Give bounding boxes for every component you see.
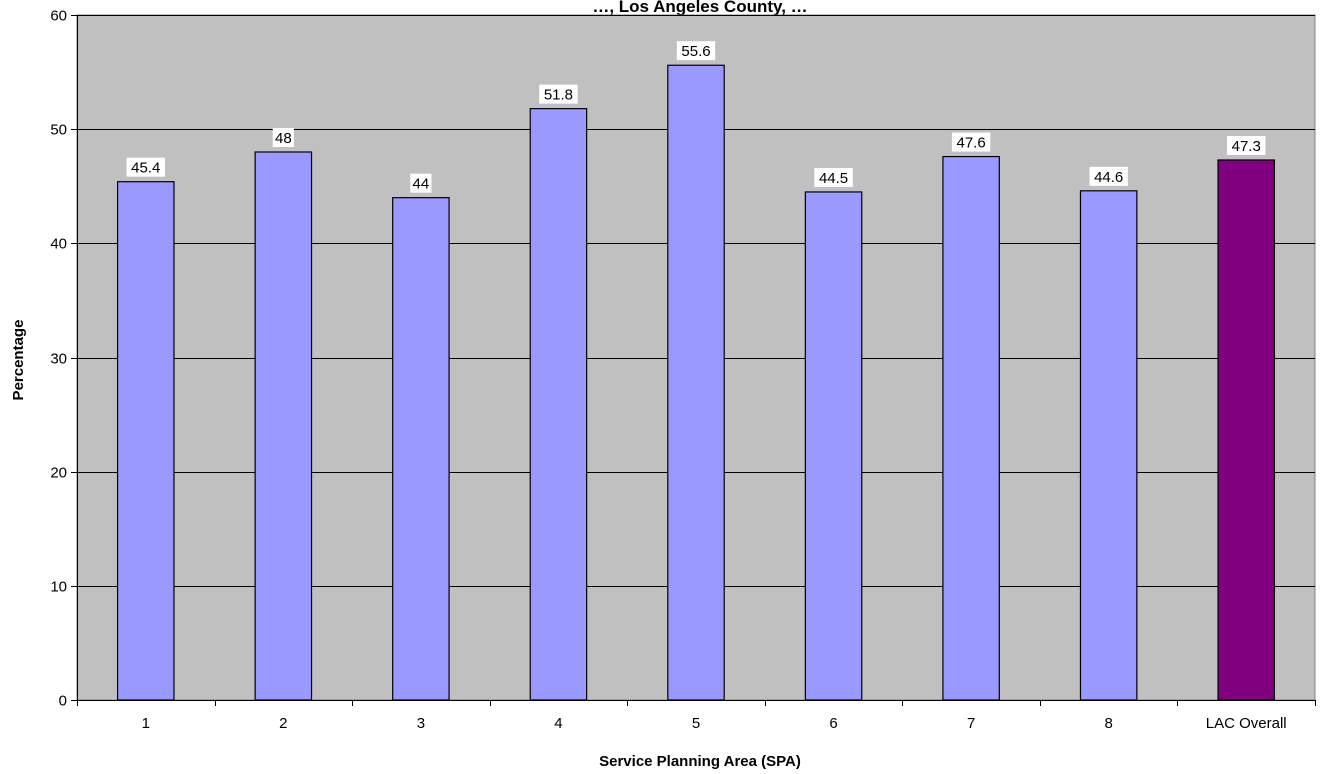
- x-tick-label: 2: [279, 715, 287, 732]
- bar-5: [667, 64, 725, 701]
- bar-7: [942, 155, 1000, 701]
- y-tick-label: 40: [50, 236, 67, 253]
- data-label-background: [126, 157, 165, 177]
- bar-8: [1079, 190, 1138, 701]
- data-label-background: [814, 167, 853, 187]
- data-label-background: [1089, 166, 1128, 186]
- data-label: 44.6: [1094, 169, 1123, 186]
- data-label: 44.5: [819, 170, 848, 187]
- y-tick-label: 10: [50, 579, 67, 596]
- bar-2: [254, 151, 313, 701]
- axes: [77, 15, 1315, 701]
- data-label-background: [1227, 135, 1266, 155]
- data-label: 55.6: [681, 43, 710, 60]
- data-label-background: [539, 84, 578, 104]
- data-label-background: [951, 132, 991, 152]
- y-tick-label: 60: [50, 8, 67, 25]
- data-label: 44: [413, 176, 430, 193]
- x-tick-label: LAC Overall: [1206, 715, 1287, 732]
- data-label-background: [272, 128, 294, 147]
- data-label-background: [676, 41, 716, 61]
- y-tick-label: 0: [59, 693, 67, 710]
- x-tick-label: 6: [829, 715, 837, 732]
- x-tick-label: 1: [142, 715, 150, 732]
- chart-title: …, Los Angeles County, …: [592, 0, 807, 16]
- y-tick-label: 30: [50, 351, 67, 368]
- x-tick-label: 3: [417, 715, 425, 732]
- x-axis-ticks: 1 2 3 4 5 6 7 8 LAC Overall: [77, 700, 1316, 732]
- data-label: 51.8: [544, 87, 573, 104]
- x-tick-label: 8: [1104, 715, 1112, 732]
- data-label: 45.4: [131, 160, 160, 177]
- x-axis-title: Service Planning Area (SPA): [599, 753, 801, 770]
- y-tick-label: 20: [50, 465, 67, 482]
- bar-3: [392, 197, 450, 701]
- y-axis-ticks: 0 10 20 30 40 50 60: [50, 8, 77, 710]
- bar-4: [529, 108, 588, 701]
- x-tick-label: 4: [554, 715, 562, 732]
- x-tick-label: 5: [692, 715, 700, 732]
- y-axis-title: Percentage: [10, 320, 27, 401]
- bars: [116, 64, 1276, 701]
- bar-6: [804, 191, 863, 701]
- data-label: 48: [275, 130, 292, 147]
- data-label-background: [410, 173, 432, 193]
- data-label: 47.6: [957, 135, 986, 152]
- data-label: 47.3: [1232, 138, 1261, 155]
- y-tick-label: 50: [50, 122, 67, 139]
- bar-1: [116, 181, 175, 701]
- data-labels: 45.4 48 44 51.8 55.6 44.5 47.6 44.6 47.3: [126, 41, 1266, 193]
- x-tick-label: 7: [967, 715, 975, 732]
- bar-lac-overall: [1217, 159, 1276, 701]
